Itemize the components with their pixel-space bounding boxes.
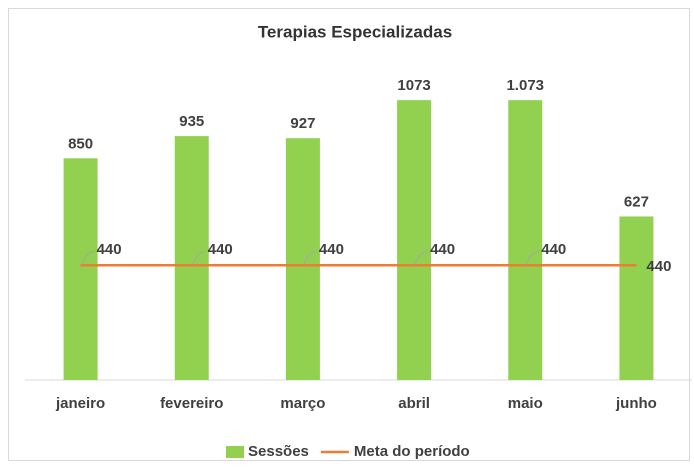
line-value-label: 440	[541, 241, 566, 258]
line-value-label: 440	[646, 258, 671, 275]
line-value-label: 440	[430, 241, 455, 258]
chart-border	[8, 8, 690, 461]
line-value-label: 440	[208, 241, 233, 258]
line-value-label: 440	[97, 241, 122, 258]
line-value-label: 440	[319, 241, 344, 258]
legend-label: Sessões	[248, 443, 309, 460]
bar	[508, 100, 543, 381]
bar	[174, 136, 209, 380]
legend-label: Meta do período	[354, 443, 470, 460]
leader-line	[192, 250, 206, 265]
bar-value-label: 1.073	[506, 77, 544, 94]
legend-swatch	[226, 446, 244, 458]
x-tick-label: maio	[508, 395, 543, 412]
bar	[619, 216, 654, 380]
leader-line	[81, 250, 95, 265]
x-tick-label: janeiro	[55, 395, 105, 412]
bar	[285, 138, 320, 380]
x-tick-label: fevereiro	[160, 395, 223, 412]
bar-value-label: 850	[68, 135, 93, 152]
chart-title: Terapias Especializadas	[258, 22, 452, 41]
bar-value-label: 627	[624, 193, 649, 210]
x-tick-label: junho	[615, 395, 657, 412]
bar	[397, 100, 432, 381]
bar	[63, 158, 98, 380]
bar-value-label: 1073	[397, 77, 430, 94]
bar-value-label: 935	[179, 113, 204, 130]
leader-line	[414, 250, 429, 265]
leader-line	[525, 250, 540, 265]
bar-value-label: 927	[290, 115, 315, 132]
x-tick-label: março	[280, 395, 325, 412]
x-tick-label: abril	[398, 395, 430, 412]
leader-line	[303, 250, 317, 265]
